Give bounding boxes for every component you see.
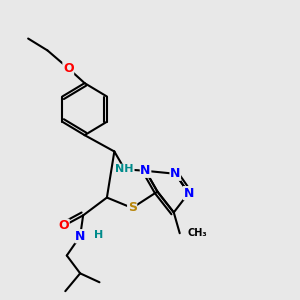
Text: S: S — [128, 202, 137, 214]
Text: NH: NH — [116, 164, 134, 174]
Text: O: O — [63, 62, 74, 75]
Text: N: N — [170, 167, 181, 180]
Text: CH₃: CH₃ — [187, 228, 207, 238]
Text: N: N — [140, 164, 151, 177]
Text: O: O — [58, 219, 69, 232]
Text: N: N — [75, 230, 85, 243]
Text: N: N — [184, 187, 194, 200]
Text: H: H — [94, 230, 103, 240]
